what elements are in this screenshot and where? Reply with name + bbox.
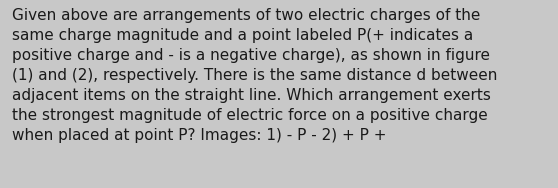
Text: Given above are arrangements of two electric charges of the
same charge magnitud: Given above are arrangements of two elec… xyxy=(12,8,498,143)
